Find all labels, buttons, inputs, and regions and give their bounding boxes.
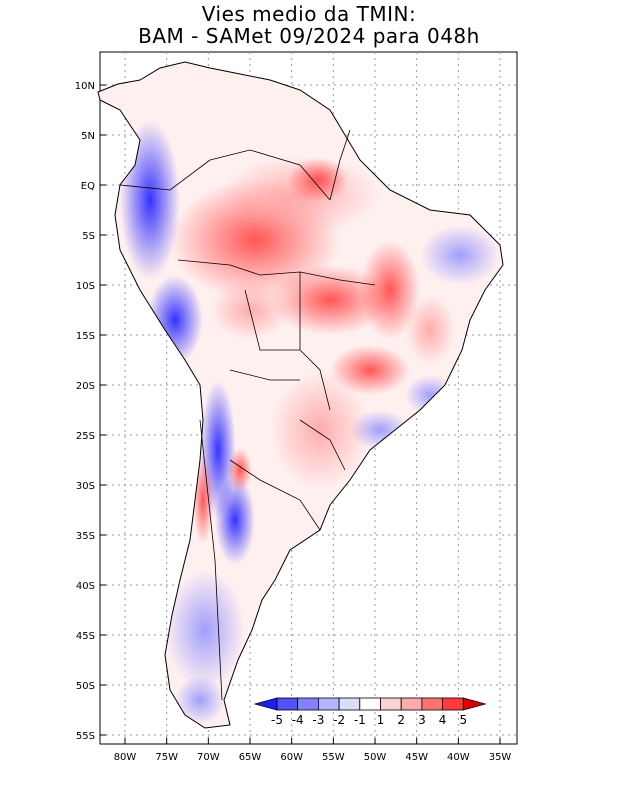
colorbar-label: 3 <box>418 713 426 727</box>
lon-label: 60W <box>280 752 303 763</box>
lon-label: 45W <box>405 752 428 763</box>
coastline <box>97 61 504 729</box>
lat-label: 10S <box>76 281 95 292</box>
map-title-line2: BAM - SAMet 09/2024 para 048h <box>138 24 480 48</box>
lon-label: 55W <box>322 752 345 763</box>
colorbar-swatch <box>276 697 299 711</box>
lon-label: 70W <box>197 752 220 763</box>
lat-label: 25S <box>76 431 95 442</box>
lat-label: 10N <box>75 81 95 92</box>
lon-label: 65W <box>239 752 262 763</box>
lat-label: EQ <box>81 181 95 192</box>
lat-label: 20S <box>76 381 95 392</box>
colorbar-label: -4 <box>292 713 304 727</box>
colorbar-label: 5 <box>459 713 467 727</box>
colorbar-label: -1 <box>354 713 366 727</box>
colorbar-swatch <box>338 697 361 711</box>
map-title-line1: Vies medio da TMIN: <box>201 2 417 26</box>
country-borders <box>119 129 376 701</box>
lat-label: 45S <box>76 631 95 642</box>
colorbar-swatch <box>317 697 340 711</box>
lat-label: 40S <box>76 581 95 592</box>
colorbar-swatch <box>442 697 464 711</box>
lat-label: 35S <box>76 531 95 542</box>
colorbar: -5 -4 -3 -2 -1 1 2 3 4 5 <box>253 697 487 727</box>
colorbar-label: -5 <box>271 713 283 727</box>
lat-label: 55S <box>76 731 95 742</box>
lon-label: 80W <box>114 752 137 763</box>
colorbar-label: 1 <box>377 713 385 727</box>
colorbar-arrow-right <box>462 697 487 711</box>
colorbar-swatch <box>400 697 423 711</box>
lon-label: 35W <box>489 752 512 763</box>
colorbar-swatch <box>380 697 402 711</box>
lat-label: 5N <box>81 131 95 142</box>
lon-label: 40W <box>447 752 470 763</box>
lat-label: 15S <box>76 331 95 342</box>
colorbar-label: -3 <box>312 713 324 727</box>
lat-label: 30S <box>76 481 95 492</box>
lon-label: 75W <box>155 752 178 763</box>
lat-label: 5S <box>82 231 95 242</box>
colorbar-label: 2 <box>397 713 405 727</box>
lat-label: 50S <box>76 681 95 692</box>
lon-label: 50W <box>364 752 387 763</box>
colorbar-swatch <box>297 697 319 711</box>
longitude-labels: 80W 75W 70W 65W 60W 55W 50W 45W 40W 35W <box>114 738 512 763</box>
colorbar-swatch <box>421 697 443 711</box>
colorbar-swatch <box>359 697 381 711</box>
latitude-labels: 10N 5N EQ 5S 10S 15S 20S 25S 30S 35S 40S 45S 50S 55S <box>75 81 106 742</box>
colorbar-label: -2 <box>333 713 345 727</box>
colorbar-label: 4 <box>439 713 447 727</box>
